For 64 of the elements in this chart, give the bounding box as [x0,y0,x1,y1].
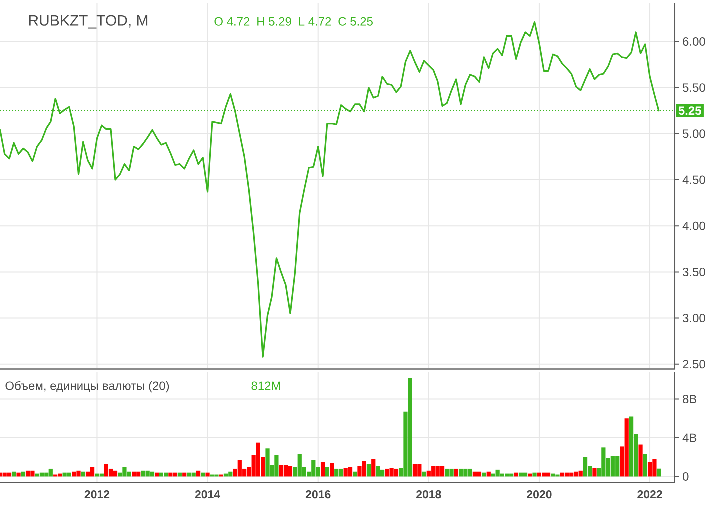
bar [528,474,532,477]
annotation: 812M [252,382,280,390]
bar [353,472,358,477]
bar [150,472,155,477]
y-tick-label: 4.00 [682,222,706,230]
bar [578,470,583,477]
bar [325,467,330,477]
y-tick-label: 6.00 [683,37,706,46]
bar [422,472,426,477]
bar [486,472,491,477]
bar [380,470,385,477]
bar [266,448,270,477]
annotation: O 4.72 [214,17,250,26]
bar [638,444,643,477]
bar [656,468,662,477]
y-tick-label: 5.00 [683,130,706,138]
bar [48,468,53,477]
text: Объем, единицы валюты (20) [6,381,170,393]
bar [440,466,445,477]
bar [90,467,95,477]
x-tick-label: 2012 [84,490,110,499]
bar [629,416,634,477]
bar [477,472,482,477]
annotation: C 5.25 [338,17,373,26]
bar [376,466,380,477]
bar [155,472,160,477]
y-tick-label: 3.50 [682,268,706,276]
bar [583,457,588,477]
bar [16,472,21,477]
ref-line-label: 5.25 [678,106,702,116]
y-tick-label: 8B [683,395,697,404]
bar [206,472,210,477]
y-tick-label: 5.50 [683,84,706,92]
bar [81,472,86,477]
y-tick-label: 4B [682,434,697,442]
bar [643,454,648,477]
annotation: L 4.72 [299,17,332,26]
bar [21,472,26,477]
y-tick-label: 2.50 [683,360,706,369]
bar [532,472,537,477]
x-tick-label: 2018 [416,490,442,499]
annotation: H 5.29 [258,17,292,26]
bar [12,472,16,477]
x-tick-label: 2022 [638,490,662,499]
bar [454,468,458,477]
bar [348,467,353,477]
y-tick-label: 4.50 [682,176,706,184]
bar [196,470,201,477]
bar [320,462,326,477]
y-tick-label: 0 [682,472,689,481]
x-tick-label: 2014 [195,490,221,499]
bar [412,464,418,477]
bar [113,470,118,477]
bar [132,472,136,477]
bar [372,459,376,477]
bar [514,472,518,477]
y-tick-label: 3.00 [682,314,706,323]
bar [366,464,371,477]
bar [288,466,293,477]
text: RUBKZT_TOD, M [29,15,148,29]
bar [330,463,334,477]
x-tick-label: 2020 [527,490,552,499]
x-tick-label: 2016 [306,490,331,499]
bar [592,468,597,477]
